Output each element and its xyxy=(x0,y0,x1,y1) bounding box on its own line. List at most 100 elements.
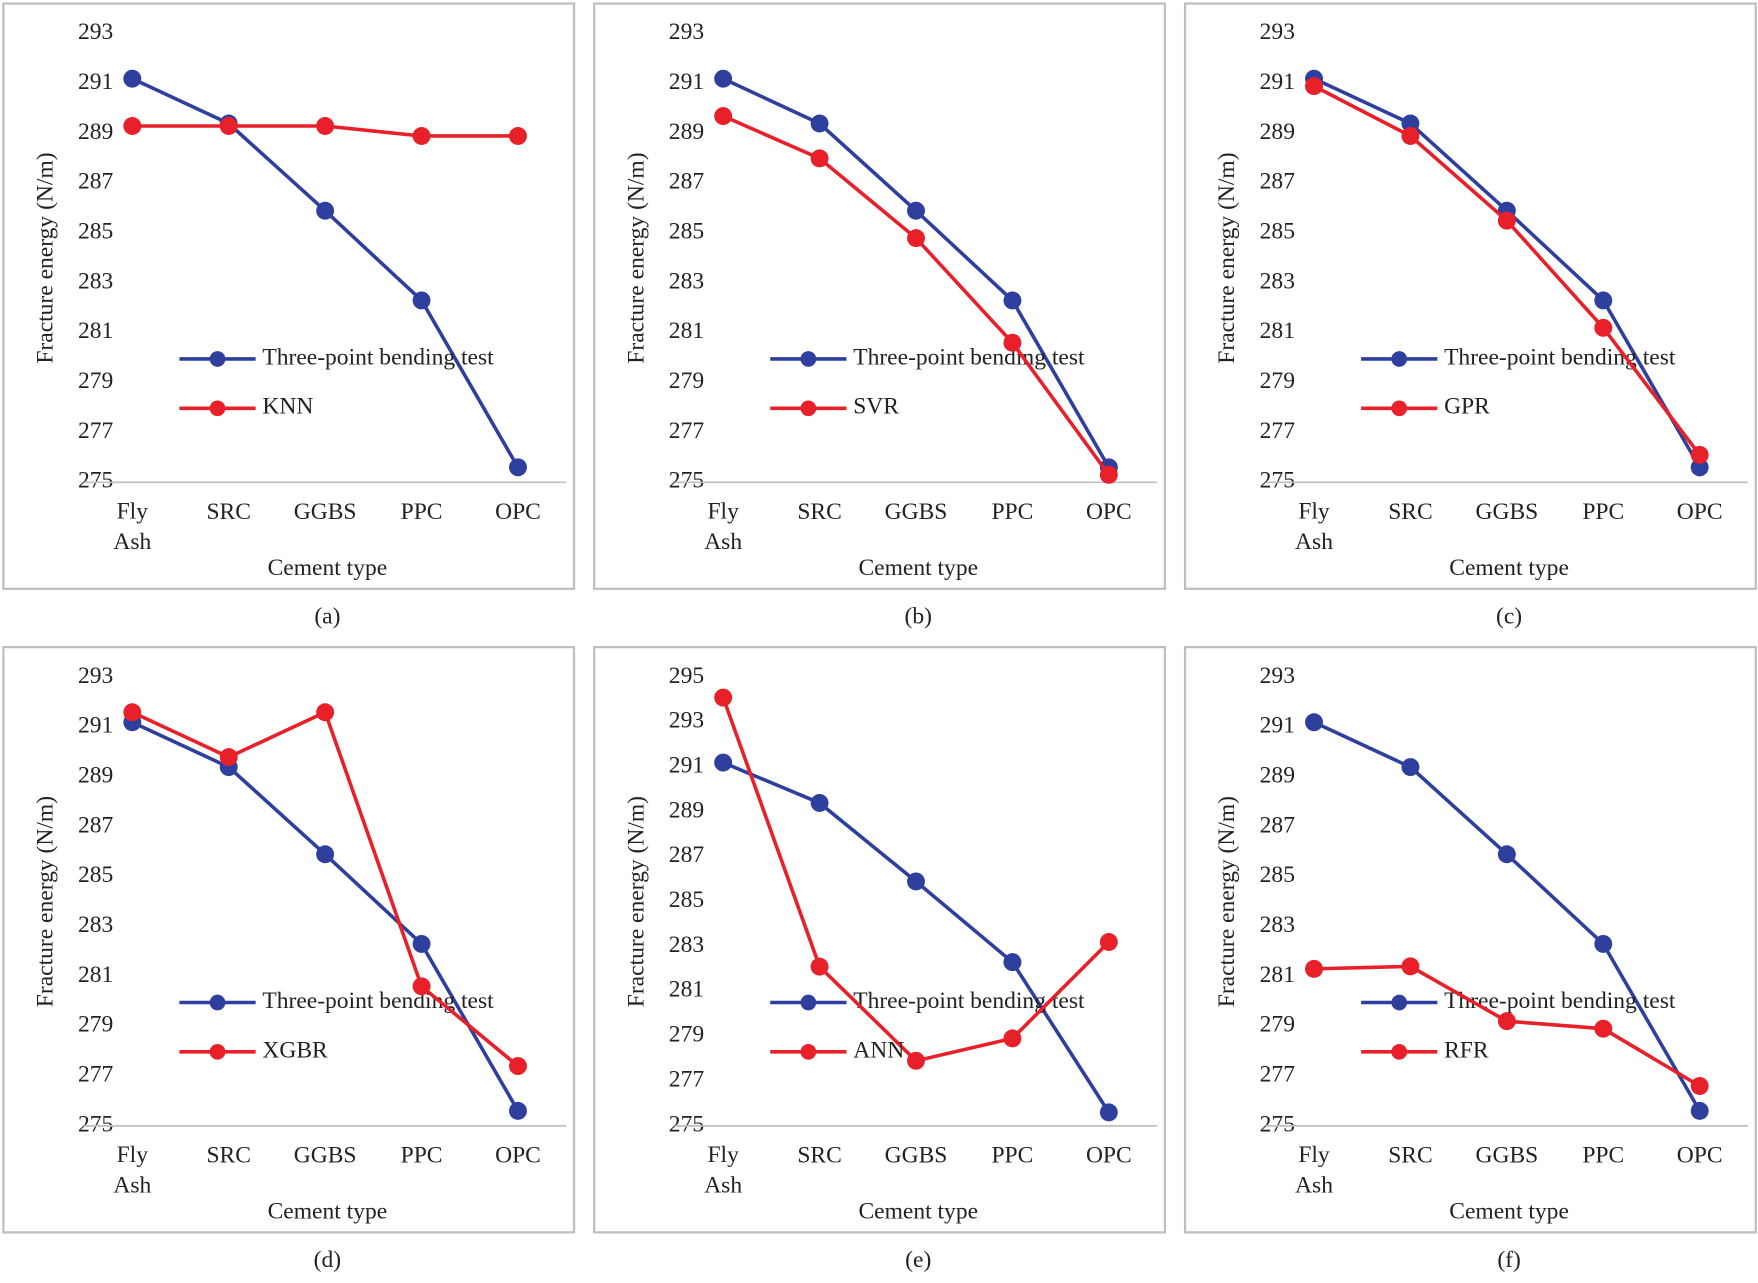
y-tick-label: 285 xyxy=(78,219,113,245)
x-axis-title: Cement type xyxy=(858,1199,978,1225)
y-tick-label: 287 xyxy=(669,842,705,868)
x-tick-label: GGBS xyxy=(294,1143,357,1169)
data-point xyxy=(316,201,335,220)
legend-marker xyxy=(209,351,226,367)
data-point xyxy=(1690,1077,1709,1095)
x-tick-label: OPC xyxy=(1677,1143,1723,1169)
panel-label: (b) xyxy=(905,603,932,629)
legend-label: XGBR xyxy=(262,1037,328,1063)
y-tick-label: 293 xyxy=(669,19,704,45)
y-tick-label: 287 xyxy=(1260,169,1296,195)
legend-label: ANN xyxy=(853,1037,904,1063)
y-tick-label: 289 xyxy=(1260,119,1295,145)
legend-label: GPR xyxy=(1444,394,1490,420)
data-point xyxy=(1497,1012,1516,1031)
panel-label: (c) xyxy=(1496,603,1522,629)
data-point xyxy=(509,1101,527,1120)
y-tick-label: 287 xyxy=(78,169,114,195)
data-point xyxy=(1594,318,1613,337)
panel-label: (f) xyxy=(1497,1247,1521,1273)
legend-label: Three-point bending test xyxy=(853,344,1085,370)
y-tick-label: 279 xyxy=(1260,1012,1295,1038)
data-point xyxy=(412,977,431,996)
y-tick-label: 283 xyxy=(669,268,704,294)
panel-label: (a) xyxy=(314,603,340,629)
data-point xyxy=(810,114,829,133)
x-tick-label: SRC xyxy=(797,1143,841,1169)
data-point xyxy=(810,149,829,168)
x-axis-title: Cement type xyxy=(268,555,388,581)
legend-marker xyxy=(1391,1044,1408,1060)
legend-marker xyxy=(800,400,817,417)
panel-frame xyxy=(593,2,1167,590)
x-axis-title: Cement type xyxy=(858,555,978,581)
x-tick-label: GGBS xyxy=(885,499,948,525)
data-point xyxy=(1690,458,1709,477)
y-tick-label: 279 xyxy=(669,1022,704,1048)
data-point xyxy=(123,117,142,135)
data-point xyxy=(316,703,335,722)
y-tick-label: 275 xyxy=(78,1111,113,1137)
data-point xyxy=(1594,1019,1613,1038)
y-tick-label: 291 xyxy=(669,69,704,95)
x-axis-title: Cement type xyxy=(1449,555,1569,581)
y-tick-label: 289 xyxy=(669,119,704,145)
legend-marker xyxy=(800,1044,817,1060)
y-axis-title: Fracture energy (N/m) xyxy=(623,796,649,1007)
y-tick-label: 279 xyxy=(78,368,113,394)
y-tick-label: 293 xyxy=(669,708,704,734)
y-tick-label: 295 xyxy=(669,663,704,689)
data-point xyxy=(412,127,431,145)
data-point xyxy=(1401,758,1420,777)
data-point xyxy=(412,291,431,310)
legend-label: Three-point bending test xyxy=(1444,988,1676,1014)
data-point xyxy=(1401,127,1420,145)
data-point xyxy=(219,117,238,135)
panel-frame xyxy=(2,2,576,590)
data-point xyxy=(1305,959,1323,978)
data-point xyxy=(1690,1101,1709,1120)
y-tick-label: 281 xyxy=(1260,318,1295,344)
x-tick-label: GGBS xyxy=(294,499,357,525)
y-tick-label: 283 xyxy=(1260,268,1295,294)
y-tick-label: 285 xyxy=(669,219,704,245)
data-point xyxy=(123,69,142,88)
x-tick-label: SRC xyxy=(797,499,841,525)
data-point xyxy=(1003,953,1022,972)
data-point xyxy=(907,201,925,220)
y-tick-label: 283 xyxy=(78,912,113,938)
x-tick-label: PPC xyxy=(1582,1143,1624,1169)
legend-label: Three-point bending test xyxy=(1444,344,1676,370)
data-point xyxy=(1003,291,1022,310)
data-point xyxy=(509,127,527,145)
y-tick-label: 279 xyxy=(669,368,704,394)
y-tick-label: 289 xyxy=(669,797,704,823)
panel-frame xyxy=(593,645,1167,1234)
x-tick-label: OPC xyxy=(1086,499,1132,525)
data-point xyxy=(412,934,431,953)
y-axis-title: Fracture energy (N/m) xyxy=(32,796,58,1007)
legend-marker xyxy=(1391,400,1408,417)
y-tick-label: 275 xyxy=(1260,1111,1295,1137)
x-tick-label: GGBS xyxy=(1475,1143,1538,1169)
y-tick-label: 293 xyxy=(1260,663,1295,689)
data-point xyxy=(907,872,925,891)
x-tick-label: PPC xyxy=(401,1143,443,1169)
y-tick-label: 287 xyxy=(78,812,114,838)
y-tick-label: 291 xyxy=(78,69,113,95)
data-point xyxy=(1497,845,1516,864)
x-axis-title: Cement type xyxy=(1449,1199,1569,1225)
panel-label: (d) xyxy=(314,1247,341,1273)
y-tick-label: 293 xyxy=(78,19,113,45)
x-tick-label: SRC xyxy=(1388,499,1432,525)
y-tick-label: 293 xyxy=(78,663,113,689)
y-tick-label: 289 xyxy=(1260,762,1295,788)
data-point xyxy=(810,793,829,812)
y-tick-label: 289 xyxy=(78,762,113,788)
y-axis-title: Fracture energy (N/m) xyxy=(1214,796,1240,1007)
data-point xyxy=(1401,114,1420,133)
data-point xyxy=(714,688,733,707)
y-tick-label: 287 xyxy=(669,169,705,195)
legend-label: Three-point bending test xyxy=(262,344,494,370)
